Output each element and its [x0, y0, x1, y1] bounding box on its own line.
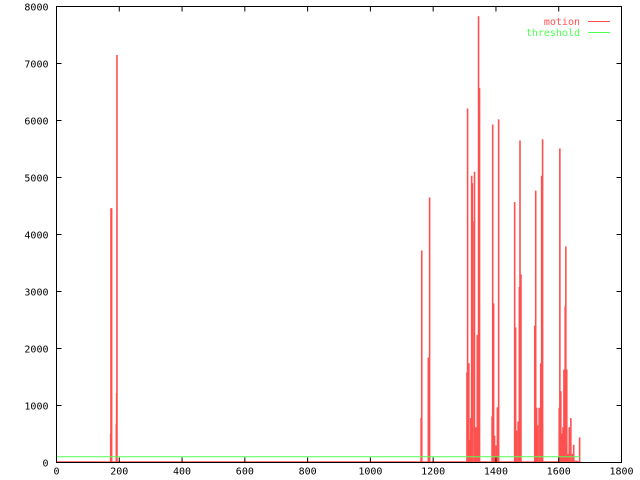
- y-tick-label: 4000: [24, 231, 48, 242]
- y-tick-label: 3000: [24, 288, 48, 299]
- motion-impulse: [476, 334, 479, 463]
- motion-impulse: [519, 140, 521, 463]
- x-tick-label: 1400: [484, 467, 508, 478]
- motion-impulse: [492, 303, 495, 463]
- motion-impulse: [540, 175, 543, 463]
- motion-impulse: [560, 433, 563, 463]
- x-tick-label: 1800: [609, 467, 633, 478]
- motion-impulse: [572, 444, 575, 463]
- motion-impulse: [491, 124, 494, 463]
- motion-impulse: [538, 407, 540, 463]
- motion-impulse: [568, 427, 571, 463]
- motion-impulse: [496, 407, 499, 463]
- motion-impulse: [565, 369, 568, 463]
- axis-ticks: 0 200 400 600 800 1000 1200 1400 1600 1800 0 1000 20…: [24, 3, 633, 478]
- motion-impulse: [428, 197, 431, 463]
- motion-impulse: [110, 208, 113, 463]
- y-tick-label: 7000: [24, 60, 48, 71]
- legend: motion threshold: [526, 17, 610, 39]
- motion-impulse: [560, 391, 562, 463]
- motion-impulse: [469, 418, 472, 463]
- motion-impulse: [514, 327, 517, 463]
- motion-impulse: [477, 16, 480, 463]
- motion-impulse: [468, 363, 470, 463]
- motion-impulse: [495, 445, 497, 463]
- motion-impulse: [493, 435, 496, 463]
- y-tick-label: 5000: [24, 174, 48, 185]
- motion-impulse: [468, 439, 471, 463]
- motion-impulse: [574, 460, 576, 463]
- motion-impulse: [517, 421, 519, 463]
- y-tick-label: 1000: [24, 402, 48, 413]
- y-tick-label: 6000: [24, 117, 48, 128]
- motion-impulse: [575, 460, 578, 463]
- x-tick-label: 200: [110, 467, 128, 478]
- y-tick-label: 2000: [24, 345, 48, 356]
- motion-impulse: [497, 119, 500, 463]
- motion-impulse: [473, 171, 476, 463]
- motion-impulse: [116, 54, 118, 463]
- motion-impulse: [520, 274, 522, 463]
- x-tick-label: 600: [236, 467, 254, 478]
- motion-impulses: [56, 16, 581, 463]
- motion-impulse: [535, 407, 538, 463]
- motion-impulse: [578, 437, 581, 463]
- motion-impulse: [565, 246, 567, 463]
- motion-impulse: [472, 221, 474, 463]
- motion-impulse: [576, 461, 579, 463]
- motion-impulse: [571, 453, 574, 463]
- plot-border: [56, 6, 622, 463]
- motion-impulse: [533, 325, 536, 463]
- motion-impulse: [515, 430, 518, 463]
- x-tick-label: 400: [173, 467, 191, 478]
- legend-label-threshold: threshold: [526, 28, 580, 39]
- motion-impulse: [474, 427, 477, 463]
- motion-impulse: [563, 369, 565, 463]
- x-tick-label: 1600: [547, 467, 571, 478]
- x-tick-label: 800: [299, 467, 317, 478]
- motion-impulse: [539, 363, 542, 463]
- legend-label-motion: motion: [544, 17, 580, 28]
- motion-impulse: [534, 190, 537, 463]
- motion-impulse: [562, 427, 564, 463]
- x-tick-label: 1200: [421, 467, 445, 478]
- motion-impulse: [536, 425, 539, 463]
- motion-impulse: [427, 357, 430, 463]
- motion-impulse: [559, 148, 561, 463]
- motion-impulse: [541, 139, 544, 463]
- x-tick-label: 1000: [358, 467, 382, 478]
- motion-impulse: [513, 202, 516, 463]
- motion-impulse: [478, 88, 481, 463]
- motion-impulse: [420, 250, 423, 463]
- y-tick-label: 8000: [24, 3, 48, 14]
- motion-impulse: [466, 108, 469, 463]
- x-tick-label: 0: [53, 467, 59, 478]
- y-tick-label: 0: [42, 459, 48, 470]
- motion-impulse: [567, 453, 569, 463]
- motion-impulse: [570, 418, 572, 463]
